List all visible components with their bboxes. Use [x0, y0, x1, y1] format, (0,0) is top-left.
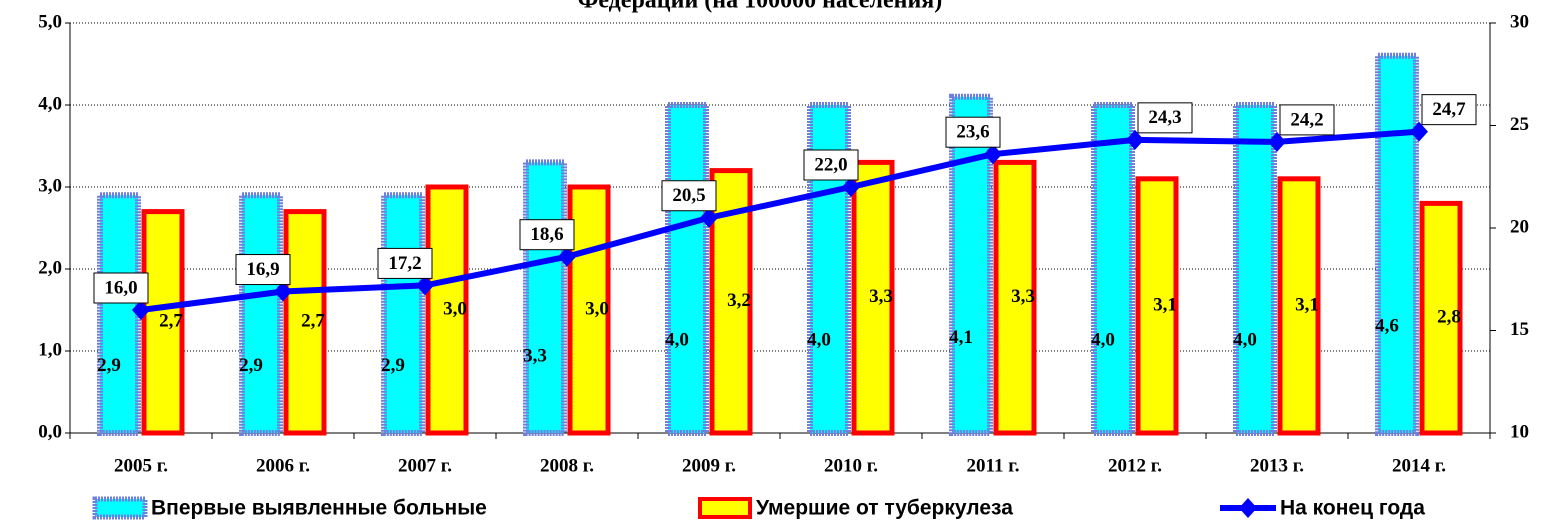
data-label-box [377, 247, 433, 279]
x-tick-label: 2014 г. [1392, 455, 1446, 476]
data-label: 17,2 [388, 253, 421, 274]
data-label: 2,7 [159, 311, 183, 332]
data-label: 24,7 [1432, 99, 1466, 120]
data-label-box [1279, 104, 1335, 136]
data-label: 2,7 [301, 311, 325, 332]
data-label-box [1137, 102, 1193, 134]
line-marker [132, 300, 150, 320]
data-label-box [519, 219, 575, 251]
legend-swatch [698, 497, 752, 519]
bar [1419, 200, 1463, 436]
bar [993, 159, 1037, 436]
data-label: 2,9 [97, 355, 121, 376]
line-marker [700, 207, 718, 228]
y-tick-label: 0,0 [38, 421, 62, 442]
y2-tick-label: 15 [1510, 319, 1529, 340]
bar [381, 192, 425, 436]
line-marker [984, 144, 1002, 165]
data-label: 4,6 [1375, 316, 1399, 337]
x-tick-label: 2012 г. [1108, 455, 1162, 476]
data-label: 4,0 [665, 330, 689, 351]
data-label: 23,6 [956, 122, 989, 143]
legend-label: Умершие от туберкулеза [756, 497, 1013, 520]
data-label: 2,9 [239, 355, 263, 376]
bar [1091, 102, 1135, 436]
bar [665, 102, 709, 436]
data-label-box [661, 180, 717, 212]
data-label: 24,2 [1290, 109, 1323, 130]
bar [523, 159, 567, 436]
y-tick-label: 5,0 [38, 11, 62, 32]
y-tick-label: 3,0 [38, 175, 62, 196]
bar [1135, 176, 1179, 436]
x-tick-label: 2013 г. [1250, 455, 1304, 476]
x-tick-label: 2010 г. [824, 455, 878, 476]
data-label: 3,3 [523, 346, 547, 367]
data-label: 2,9 [381, 355, 405, 376]
y-tick-label: 2,0 [38, 257, 62, 278]
line-marker [1126, 129, 1144, 150]
data-label: 3,3 [869, 286, 893, 307]
data-label: 3,1 [1295, 294, 1319, 315]
data-label: 4,0 [1233, 330, 1257, 351]
data-label: 4,1 [949, 327, 973, 348]
data-label: 22,0 [814, 154, 847, 175]
line-marker [274, 281, 292, 302]
y2-tick-label: 10 [1510, 421, 1529, 442]
data-label: 20,5 [672, 185, 705, 206]
data-label: 18,6 [530, 224, 563, 245]
bar [1277, 176, 1321, 436]
line-marker [1410, 121, 1428, 142]
y2-tick-label: 30 [1510, 11, 1529, 32]
data-label: 3,1 [1153, 294, 1177, 315]
bar [425, 184, 469, 436]
data-label: 4,0 [1091, 330, 1115, 351]
bar [567, 184, 611, 436]
data-label: 3,2 [727, 290, 751, 311]
bar [283, 209, 327, 436]
x-tick-label: 2009 г. [682, 455, 736, 476]
y-tick-label: 4,0 [38, 93, 62, 114]
x-tick-label: 2011 г. [967, 455, 1020, 476]
chart-title: Федерации (на 100000 населения) [578, 0, 943, 14]
y-tick-label: 1,0 [38, 339, 62, 360]
data-label: 2,8 [1437, 307, 1461, 328]
bar [1375, 52, 1419, 437]
line-marker [558, 246, 576, 267]
data-label: 3,0 [443, 298, 467, 319]
data-label: 3,3 [1011, 286, 1035, 307]
data-label: 24,3 [1148, 107, 1181, 128]
legend-label: На конец года [1280, 497, 1425, 520]
legend-marker [1239, 498, 1257, 518]
y2-tick-label: 25 [1510, 114, 1529, 135]
data-label-box [1421, 94, 1477, 126]
data-label-box [945, 116, 1001, 148]
x-tick-label: 2008 г. [540, 455, 594, 476]
bar [1233, 102, 1277, 436]
line [140, 128, 1420, 313]
data-label-box [235, 254, 291, 286]
x-tick-label: 2007 г. [398, 455, 452, 476]
x-tick-label: 2005 г. [114, 455, 168, 476]
bar [851, 159, 895, 436]
legend-swatch [92, 496, 148, 520]
x-tick-label: 2006 г. [256, 455, 310, 476]
legend-label: Впервые выявленные больные [151, 497, 487, 520]
data-label: 16,9 [246, 259, 279, 280]
line-marker [1268, 131, 1286, 152]
data-label: 3,0 [585, 298, 609, 319]
data-label: 16,0 [104, 277, 137, 298]
data-label: 4,0 [807, 330, 831, 351]
data-label-box [93, 272, 149, 304]
line-marker [416, 275, 434, 296]
bar [97, 192, 141, 436]
bar [141, 209, 185, 436]
bar [239, 192, 283, 436]
y2-tick-label: 20 [1510, 216, 1529, 237]
data-label-box [803, 149, 859, 181]
bar [949, 93, 993, 437]
line-marker [842, 177, 860, 197]
